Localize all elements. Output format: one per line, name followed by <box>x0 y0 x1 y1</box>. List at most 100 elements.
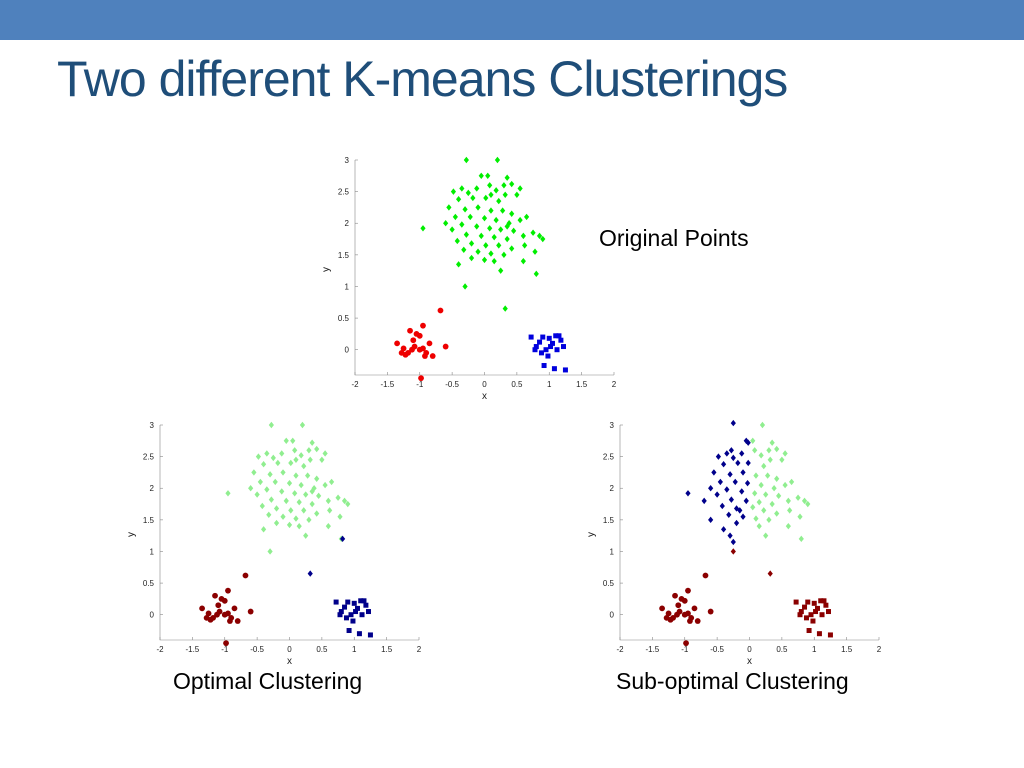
data-point-diamond <box>511 227 517 235</box>
data-point-diamond <box>753 515 759 522</box>
data-point-circle <box>678 595 685 602</box>
data-point-diamond <box>728 447 734 454</box>
data-point-circle <box>242 572 249 579</box>
data-point-circle <box>231 605 238 612</box>
data-point-circle <box>225 610 231 617</box>
data-point-diamond <box>314 475 320 482</box>
data-point-square <box>353 609 359 615</box>
data-point-diamond <box>496 242 502 249</box>
data-point-diamond <box>774 475 780 482</box>
data-point-square <box>359 612 365 618</box>
axis-lines <box>619 425 879 641</box>
data-point-diamond <box>309 439 315 446</box>
data-point-diamond <box>290 437 296 445</box>
data-point-diamond <box>454 237 460 245</box>
data-point-square <box>532 347 538 353</box>
data-point-square <box>798 609 804 615</box>
y-tick-label: 1 <box>610 547 615 556</box>
data-point-diamond <box>301 507 307 514</box>
data-point-circle <box>429 353 436 359</box>
data-point-circle <box>394 340 400 347</box>
data-point-diamond <box>474 223 480 230</box>
data-point-diamond <box>740 513 746 520</box>
data-point-diamond <box>767 456 773 463</box>
data-point-diamond <box>273 505 280 512</box>
data-point-diamond <box>456 261 462 268</box>
y-tick-label: 2.5 <box>143 453 155 462</box>
y-tick-label: 2.5 <box>603 453 615 462</box>
data-point-diamond <box>481 214 488 222</box>
data-point-circle <box>411 343 418 350</box>
y-tick-label: 0 <box>610 611 615 620</box>
data-point-diamond <box>493 187 499 194</box>
data-point-circle <box>410 337 417 344</box>
data-point-square <box>338 609 344 615</box>
data-point-square <box>802 604 808 610</box>
data-point-diamond <box>740 469 746 476</box>
data-point-diamond <box>463 231 469 238</box>
data-point-square <box>354 605 360 611</box>
data-point-diamond <box>307 456 313 463</box>
data-point-diamond <box>293 456 299 463</box>
data-point-diamond <box>785 522 791 530</box>
data-point-diamond <box>462 283 468 290</box>
data-point-diamond <box>504 235 510 243</box>
y-tick-label: 0 <box>150 611 155 620</box>
data-point-diamond <box>314 510 320 517</box>
data-point-diamond <box>314 445 320 453</box>
data-point-diamond <box>766 516 772 524</box>
data-point-diamond <box>268 421 274 429</box>
data-point-square <box>538 350 544 356</box>
data-point-square <box>803 615 809 621</box>
data-point-diamond <box>468 254 475 262</box>
data-point-diamond <box>465 189 471 197</box>
data-point-diamond <box>493 216 499 224</box>
data-point-diamond <box>279 450 285 457</box>
data-point-diamond <box>752 490 758 497</box>
data-point-diamond <box>478 232 484 240</box>
data-point-diamond <box>264 450 270 457</box>
data-point-diamond <box>763 532 769 539</box>
data-point-diamond <box>776 492 782 500</box>
data-point-diamond <box>788 478 795 486</box>
y-axis-label: y <box>321 267 332 272</box>
data-point-square <box>546 335 552 341</box>
data-point-square <box>793 599 799 605</box>
x-tick-label: -2 <box>616 645 624 654</box>
x-axis-label: x <box>287 656 292 667</box>
data-point-diamond <box>306 447 312 454</box>
data-point-diamond <box>293 515 299 522</box>
x-tick-label: 1.5 <box>841 645 853 654</box>
data-point-circle <box>199 605 205 612</box>
data-point-diamond <box>739 488 745 495</box>
data-point-diamond <box>501 251 507 259</box>
data-point-diamond <box>280 469 286 476</box>
data-point-diamond <box>520 257 526 265</box>
data-point-diamond <box>769 500 775 508</box>
data-point-square <box>808 612 814 618</box>
data-point-square <box>543 347 549 353</box>
data-point-square <box>816 631 822 637</box>
data-point-square <box>805 599 811 605</box>
data-point-circle <box>215 602 222 609</box>
y-tick-label: 3 <box>610 421 615 430</box>
x-tick-label: -1.5 <box>185 645 199 654</box>
data-point-diamond <box>520 232 526 240</box>
data-point-diamond <box>280 513 286 520</box>
data-point-diamond <box>502 305 508 312</box>
data-point-square <box>346 628 352 634</box>
data-point-circle <box>234 618 241 624</box>
data-point-diamond <box>296 522 302 530</box>
data-point-diamond <box>766 447 772 454</box>
data-point-circle <box>422 353 428 359</box>
data-point-diamond <box>279 488 285 495</box>
data-point-circle <box>405 349 411 356</box>
data-point-square <box>358 598 364 604</box>
data-point-square <box>350 618 356 624</box>
scatter-svg: -2 -1.5 -1 -0.5 0 0.5 1 1.5 2 0 0.5 1 1.5 2 2.5 3 x y <box>586 419 882 667</box>
data-point-square <box>351 600 357 606</box>
data-point-diamond <box>316 492 322 500</box>
data-point-diamond <box>254 491 260 498</box>
data-point-diamond <box>761 462 767 470</box>
data-point-square <box>337 612 343 618</box>
